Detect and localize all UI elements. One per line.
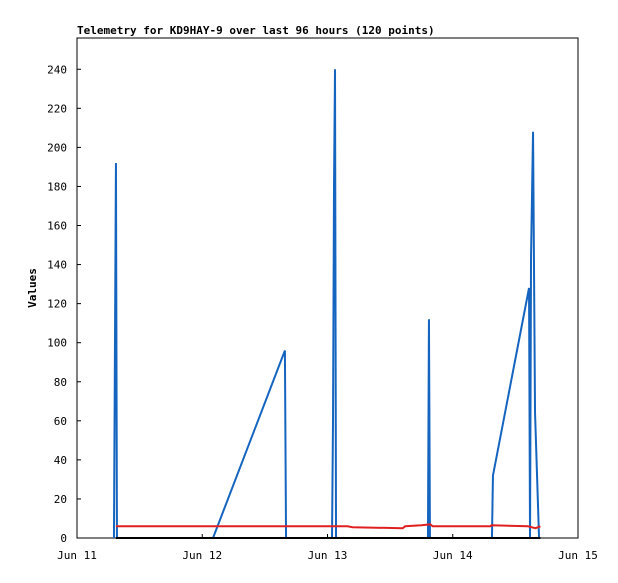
x-tick-label: Jun 13 (308, 549, 348, 562)
x-tick-label: Jun 15 (558, 549, 598, 562)
x-tick-label: Jun 11 (57, 549, 97, 562)
y-tick-label: 80 (54, 376, 67, 389)
y-tick-label: 180 (47, 180, 67, 193)
y-tick-label: 60 (54, 415, 67, 428)
data-line (115, 523, 541, 530)
y-tick-label: 0 (60, 532, 67, 545)
y-tick-label: 20 (54, 493, 67, 506)
x-tick-label: Jun 14 (433, 549, 473, 562)
y-tick-label: 200 (47, 141, 67, 154)
data-line (112, 69, 541, 539)
y-tick-label: 120 (47, 298, 67, 311)
y-tick-label: 220 (47, 102, 67, 115)
y-tick-label: 240 (47, 63, 67, 76)
x-tick-label: Jun 12 (182, 549, 222, 562)
y-tick-label: 40 (54, 454, 67, 467)
y-tick-label: 140 (47, 259, 67, 272)
chart-title: Telemetry for KD9HAY-9 over last 96 hour… (77, 24, 435, 37)
y-axis-label: Values (26, 268, 39, 308)
y-tick-label: 100 (47, 337, 67, 350)
plot-frame (76, 37, 579, 539)
y-tick-label: 160 (47, 220, 67, 233)
